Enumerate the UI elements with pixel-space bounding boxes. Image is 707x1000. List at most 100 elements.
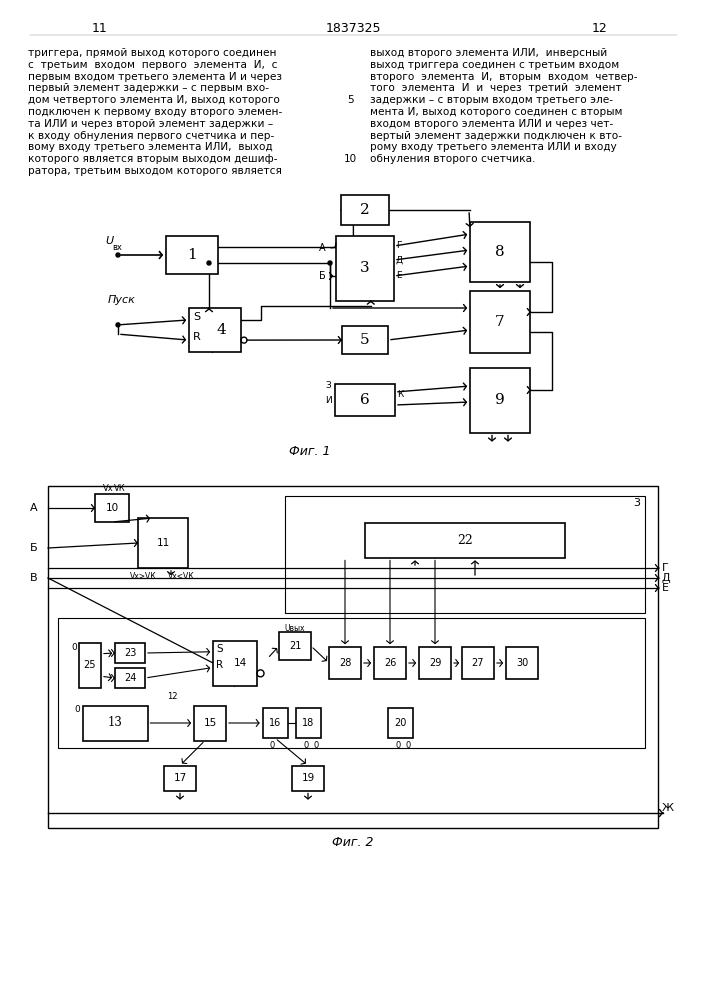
Bar (341, 195, 389, 225)
Text: к входу обнуления первого счетчика и пер-: к входу обнуления первого счетчика и пер… (28, 131, 274, 141)
Text: 8: 8 (495, 245, 505, 259)
Text: 4: 4 (216, 323, 226, 337)
Text: 3: 3 (360, 261, 370, 275)
Bar (115, 643, 145, 663)
Bar (83, 706, 148, 740)
Text: дом четвертого элемента И, выход которого: дом четвертого элемента И, выход которог… (28, 95, 280, 105)
Text: 11: 11 (92, 21, 108, 34)
Text: 23: 23 (124, 648, 136, 658)
Bar (387, 708, 412, 738)
Bar (506, 647, 538, 679)
Text: 21: 21 (289, 641, 301, 651)
Text: задержки – с вторым входом третьего эле-: задержки – с вторым входом третьего эле- (370, 95, 613, 105)
Bar (342, 326, 388, 354)
Bar (79, 643, 101, 688)
Text: которого является вторым выходом дешиф-: которого является вторым выходом дешиф- (28, 154, 278, 164)
Bar (189, 308, 241, 352)
Text: Д: Д (396, 255, 403, 264)
Text: второго  элемента  И,  вторым  входом  четвер-: второго элемента И, вторым входом четвер… (370, 72, 638, 82)
Bar (164, 766, 196, 790)
Bar (462, 647, 494, 679)
Text: 9: 9 (495, 393, 505, 407)
Text: Ж: Ж (662, 803, 674, 813)
Text: 0: 0 (303, 741, 308, 750)
Text: Vх<VК: Vх<VК (168, 572, 194, 581)
Bar (194, 706, 226, 740)
Text: подключен к первому входу второго элемен-: подключен к первому входу второго элемен… (28, 107, 282, 117)
Text: 0: 0 (395, 741, 400, 750)
Bar (279, 632, 311, 660)
Text: 19: 19 (301, 773, 315, 783)
Circle shape (328, 261, 332, 265)
Text: вх: вх (112, 242, 122, 251)
Bar (470, 291, 530, 353)
Bar (296, 708, 320, 738)
Text: Фиг. 1: Фиг. 1 (289, 445, 331, 458)
Text: вому входу третьего элемента ИЛИ,  выход: вому входу третьего элемента ИЛИ, выход (28, 142, 273, 152)
Text: 3: 3 (633, 498, 640, 508)
Bar (166, 236, 218, 274)
Text: Д: Д (662, 573, 671, 583)
Bar (419, 647, 451, 679)
Text: Vх: Vх (103, 484, 113, 493)
Text: 10: 10 (344, 154, 356, 164)
Text: 28: 28 (339, 658, 351, 668)
Text: Г: Г (396, 241, 402, 250)
Text: 1: 1 (187, 248, 197, 262)
Text: 30: 30 (516, 658, 528, 668)
Text: А: А (320, 243, 326, 253)
Bar (365, 522, 565, 558)
Text: мента И, выход которого соединен с вторым: мента И, выход которого соединен с вторы… (370, 107, 622, 117)
Bar (470, 367, 530, 432)
Text: В: В (30, 573, 37, 583)
Bar (374, 647, 406, 679)
Text: 5: 5 (346, 95, 354, 105)
Text: 17: 17 (173, 773, 187, 783)
Text: 16: 16 (269, 718, 281, 728)
Text: входом второго элемента ИЛИ и через чет-: входом второго элемента ИЛИ и через чет- (370, 119, 613, 129)
Bar (58, 618, 645, 748)
Bar (329, 647, 361, 679)
Text: 22: 22 (457, 534, 473, 546)
Text: 26: 26 (384, 658, 396, 668)
Text: 12: 12 (167, 692, 177, 701)
Text: 27: 27 (472, 658, 484, 668)
Text: обнуления второго счетчика.: обнуления второго счетчика. (370, 154, 535, 164)
Text: 15: 15 (204, 718, 216, 728)
Circle shape (116, 253, 120, 257)
Text: Пуск: Пуск (108, 295, 136, 305)
Text: R: R (193, 332, 201, 342)
Text: 7: 7 (495, 315, 505, 329)
Text: 29: 29 (429, 658, 441, 668)
Text: 6: 6 (360, 393, 370, 407)
Text: Е: Е (662, 583, 669, 593)
Circle shape (116, 323, 120, 327)
Text: с  третьим  входом  первого  элемента  И,  с: с третьим входом первого элемента И, с (28, 60, 278, 70)
Text: первым входом третьего элемента И и через: первым входом третьего элемента И и чере… (28, 72, 282, 82)
Text: Фиг. 2: Фиг. 2 (332, 836, 374, 849)
Text: триггера, прямой выход которого соединен: триггера, прямой выход которого соединен (28, 48, 276, 58)
Text: 11: 11 (156, 538, 170, 548)
Text: 14: 14 (233, 658, 247, 668)
Text: выход второго элемента ИЛИ,  инверсный: выход второго элемента ИЛИ, инверсный (370, 48, 607, 58)
Bar (285, 496, 645, 613)
Text: 13: 13 (107, 716, 122, 730)
Text: 0: 0 (313, 741, 318, 750)
Text: 25: 25 (83, 660, 96, 670)
Text: Vх>VК: Vх>VК (129, 572, 156, 581)
Text: S: S (193, 312, 200, 322)
Text: 0: 0 (270, 741, 275, 750)
Text: Uвых: Uвых (285, 624, 305, 633)
Text: А: А (30, 503, 37, 513)
Text: того  элемента  И  и  через  третий  элемент: того элемента И и через третий элемент (370, 83, 621, 93)
Circle shape (207, 261, 211, 265)
Bar (138, 518, 188, 568)
Text: вертый элемент задержки подключен к вто-: вертый элемент задержки подключен к вто- (370, 131, 622, 141)
Bar (213, 641, 257, 686)
Text: та ИЛИ и через второй элемент задержки –: та ИЛИ и через второй элемент задержки – (28, 119, 273, 129)
Text: К: К (397, 390, 404, 399)
Bar (48, 486, 658, 828)
Bar (292, 766, 324, 790)
Text: Б: Б (320, 271, 326, 281)
Text: Г: Г (662, 563, 669, 573)
